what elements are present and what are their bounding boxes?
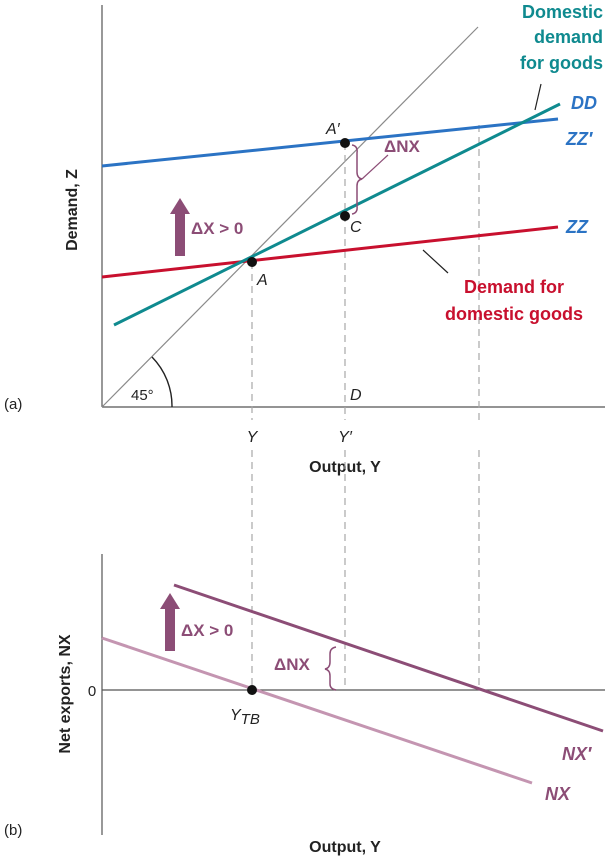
panel-b-y-axis-label: Net exports, NX [57, 634, 74, 753]
panel-b-x-axis-label: Output, Y [309, 839, 381, 856]
nx-label: NX [545, 784, 571, 804]
delta-x-arrow-a [170, 198, 190, 256]
teal-label-leader [534, 83, 542, 111]
zz-prime-label: ZZ′ [565, 129, 593, 149]
teal-label-line-2: demand [534, 27, 603, 47]
forty-five-degree-line [101, 26, 479, 408]
point-A-label: A [256, 272, 268, 289]
point-A [247, 257, 257, 267]
zero-label: 0 [88, 683, 96, 700]
red-label-line-2: domestic goods [445, 304, 583, 324]
point-A-prime [340, 138, 350, 148]
nx-prime-curve [173, 583, 604, 733]
delta-nx-leader-a [361, 154, 389, 180]
nx-curve [101, 636, 533, 785]
point-D-label: D [350, 387, 362, 404]
point-YTB [247, 685, 257, 695]
delta-nx-label-b: ΔNX [274, 655, 310, 674]
zz-prime-curve [101, 117, 559, 168]
red-label-leader [422, 249, 449, 274]
dd-curve [113, 102, 561, 327]
delta-x-label-b: ΔX > 0 [181, 621, 233, 640]
panel-b: Net exports, NX Output, Y (b) 0 YTB ΔX >… [4, 450, 605, 856]
teal-label-line-1: Domestic [522, 2, 603, 22]
point-A-prime-label: A′ [325, 121, 341, 138]
angle-label: 45° [131, 387, 154, 404]
point-C [340, 211, 350, 221]
panel-a-y-axis-label: Demand, Z [64, 169, 81, 251]
tick-Y-prime-label: Y′ [338, 429, 353, 446]
red-label-line-1: Demand for [464, 277, 564, 297]
tick-Y-label: Y [247, 429, 259, 446]
panel-a-tag: (a) [4, 396, 22, 413]
zz-label: ZZ [565, 217, 589, 237]
nx-prime-label: NX′ [562, 744, 592, 764]
delta-nx-label-a: ΔNX [384, 137, 420, 156]
zz-curve [101, 225, 559, 279]
dd-label: DD [571, 93, 597, 113]
forty-five-degree-arc [151, 356, 173, 408]
teal-label-line-3: for goods [520, 53, 603, 73]
panel-a: Demand, Z Output, Y (a) 45° A A′ C D Y Y… [4, 2, 605, 476]
delta-nx-brace-b [324, 646, 337, 691]
point-C-label: C [350, 219, 362, 236]
delta-x-arrow-b [160, 593, 180, 651]
delta-x-label-a: ΔX > 0 [191, 219, 243, 238]
panel-b-tag: (b) [4, 822, 22, 839]
tick-YTB-label: YTB [230, 707, 260, 728]
